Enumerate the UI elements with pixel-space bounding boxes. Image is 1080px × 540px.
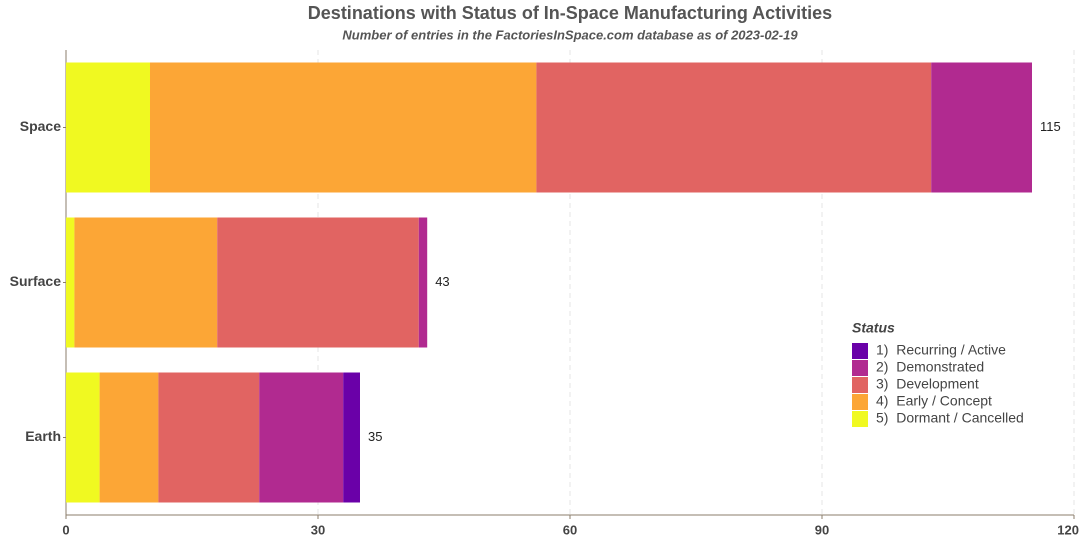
bar-segment bbox=[217, 217, 419, 348]
bar-segment bbox=[66, 217, 75, 348]
bar-segment bbox=[259, 372, 344, 503]
legend-label: 2) Demonstrated bbox=[876, 359, 984, 375]
y-tick-label: Surface bbox=[10, 273, 62, 289]
bar-segment bbox=[74, 217, 218, 348]
x-tick-label: 60 bbox=[563, 522, 577, 537]
chart-title: Destinations with Status of In-Space Man… bbox=[308, 3, 832, 23]
total-label: 115 bbox=[1040, 119, 1061, 134]
legend-label: 4) Early / Concept bbox=[876, 393, 992, 409]
bar-segment bbox=[418, 217, 428, 348]
total-label: 35 bbox=[368, 429, 382, 444]
chart-subtitle: Number of entries in the FactoriesInSpac… bbox=[342, 27, 798, 42]
bar-segment bbox=[66, 372, 100, 503]
legend-label: 3) Development bbox=[876, 376, 979, 392]
x-tick-label: 90 bbox=[815, 522, 829, 537]
bar-segment bbox=[931, 62, 1032, 193]
legend-swatch bbox=[852, 411, 868, 427]
bar-segment bbox=[99, 372, 159, 503]
y-tick-label: Earth bbox=[25, 428, 61, 444]
x-tick-label: 120 bbox=[1057, 522, 1079, 537]
bar-segment bbox=[343, 372, 360, 503]
legend-label: 5) Dormant / Cancelled bbox=[876, 410, 1024, 426]
x-tick-label: 0 bbox=[62, 522, 69, 537]
bar-segment bbox=[158, 372, 260, 503]
bar-segment bbox=[536, 62, 932, 193]
legend-swatch bbox=[852, 394, 868, 410]
legend-label: 1) Recurring / Active bbox=[876, 342, 1006, 358]
bar-segment bbox=[66, 62, 150, 193]
y-tick-label: Space bbox=[20, 118, 61, 134]
legend-swatch bbox=[852, 377, 868, 393]
total-label: 43 bbox=[435, 274, 449, 289]
bar-segment bbox=[150, 62, 537, 193]
legend-swatch bbox=[852, 360, 868, 376]
legend-title: Status bbox=[852, 320, 895, 336]
x-tick-label: 30 bbox=[311, 522, 325, 537]
legend-swatch bbox=[852, 343, 868, 359]
